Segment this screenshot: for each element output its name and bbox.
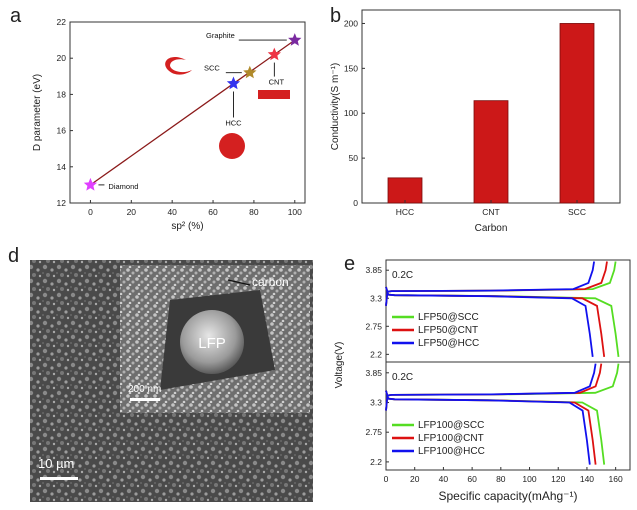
x-axis-label: Carbon	[475, 223, 508, 234]
bar-hcc	[387, 177, 423, 204]
legend-entry: LFP50@SCC	[418, 312, 479, 323]
x-tick-label: 100	[522, 474, 536, 484]
subplot-frame	[385, 361, 631, 471]
x-tick-label: 20	[410, 474, 420, 484]
discharge-curve-lfp100-hcc	[385, 390, 591, 465]
point-cnt-icon	[267, 47, 281, 61]
panel-a-scatter: 0 20 40 60 80 100 12 14 16 18 20 22 Diamond HCC SCC CN…	[32, 17, 306, 232]
x-tick-label: 140	[580, 474, 594, 484]
discharge-curve-lfp50-hcc	[385, 286, 594, 358]
charge-curve-lfp100-cnt	[385, 363, 603, 411]
scale-label-main: 10 µm	[38, 456, 74, 471]
y-tick-label: 2.2	[370, 349, 382, 359]
x-tick-label: 40	[167, 207, 177, 217]
scale-bar-main	[40, 477, 78, 480]
panel-e-curves	[385, 261, 620, 465]
y-tick-label: 50	[349, 153, 359, 163]
lfp-particle	[180, 310, 244, 374]
x-tick-label: CNT	[482, 207, 499, 217]
point-label-diamond: Diamond	[108, 182, 138, 191]
x-tick-label: 80	[249, 207, 259, 217]
charge-curve-lfp50-scc	[385, 261, 617, 306]
y-tick-label: 3.85	[365, 368, 382, 378]
point-label-graphite: Graphite	[206, 31, 235, 40]
x-axis-label: Specific capacity(mAhg⁻¹)	[438, 489, 577, 503]
panel-d-sem-image: LFP carbon 200 nm 10 µm	[30, 260, 313, 502]
point-label-cnt: CNT	[269, 78, 285, 87]
y-tick-label: 0	[353, 198, 358, 208]
bar-scc	[559, 23, 595, 204]
panel-e-axes: 2.2 2.75 3.3 3.85 0.2C 2.2 2.75 3.3 3.85 0.2C 0 20 4…	[365, 259, 631, 484]
y-axis-label: D parameter (eV)	[32, 74, 43, 151]
rate-label: 0.2C	[392, 372, 413, 383]
x-tick-label: HCC	[396, 207, 414, 217]
y-tick-label: 2.2	[370, 457, 382, 467]
x-axis-label: sp² (%)	[171, 221, 203, 232]
label-carbon: carbon	[252, 275, 289, 289]
trend-line	[90, 39, 296, 186]
panel-label-e: e	[344, 253, 355, 275]
panel-b-bar: 0 50 100 150 200 HCC CNT SCC Carbon Conductivi…	[330, 9, 621, 234]
point-hcc-icon	[226, 76, 241, 90]
scale-bar-inset	[130, 398, 160, 401]
scale-label-inset: 200 nm	[128, 384, 161, 395]
y-tick-label: 22	[57, 17, 67, 27]
y-tick-label: 200	[344, 18, 358, 28]
y-tick-label: 14	[57, 162, 67, 172]
panel-label-b: b	[330, 5, 341, 27]
y-tick-label: 3.3	[370, 293, 382, 303]
y-tick-label: 2.75	[365, 427, 382, 437]
panel-b-bars: HCC CNT SCC	[387, 23, 595, 217]
rate-label: 0.2C	[392, 270, 413, 281]
point-label-scc: SCC	[204, 64, 220, 73]
cnt-tube-icon	[258, 90, 290, 99]
point-graphite-icon	[288, 33, 302, 46]
y-tick-label: 100	[344, 108, 358, 118]
panel-a-axes: 0 20 40 60 80 100 12 14 16 18 20 22	[57, 17, 306, 217]
x-tick-label: 60	[467, 474, 477, 484]
x-tick-label: 0	[88, 207, 93, 217]
y-axis-label: Conductivity(S m⁻¹)	[330, 63, 341, 151]
x-tick-label: SCC	[568, 207, 586, 217]
y-tick-label: 18	[57, 89, 67, 99]
panel-e-voltage: 2.2 2.75 3.3 3.85 0.2C 2.2 2.75 3.3 3.85 0.2C 0 20 4…	[334, 259, 631, 503]
y-tick-label: 150	[344, 63, 358, 73]
x-tick-label: 80	[496, 474, 506, 484]
x-tick-label: 120	[551, 474, 565, 484]
legend-entry: LFP100@SCC	[418, 420, 484, 431]
legend-entry: LFP50@CNT	[418, 325, 478, 336]
y-tick-label: 3.85	[365, 265, 382, 275]
panel-e-legends: LFP50@SCC LFP50@CNT LFP50@HCC LFP100@SCC LFP…	[392, 312, 485, 457]
y-tick-label: 2.75	[365, 321, 382, 331]
plot-frame	[69, 21, 306, 204]
x-tick-label: 100	[288, 207, 302, 217]
y-axis-label: Voltage(V)	[334, 342, 345, 389]
hcc-sphere-icon	[219, 133, 245, 159]
point-scc-icon	[243, 65, 257, 79]
scc-swirl-icon	[165, 57, 192, 75]
charge-curve-lfp50-hcc	[385, 261, 595, 306]
label-lfp: LFP	[198, 335, 226, 352]
x-tick-label: 60	[208, 207, 218, 217]
bar-cnt	[473, 100, 509, 204]
panel-label-a: a	[10, 5, 22, 27]
x-tick-label: 40	[439, 474, 449, 484]
x-tick-label: 0	[384, 474, 389, 484]
legend-entry: LFP100@CNT	[418, 433, 484, 444]
legend-entry: LFP100@HCC	[418, 446, 485, 457]
panel-label-d: d	[8, 245, 19, 267]
y-tick-label: 12	[57, 198, 67, 208]
x-tick-label: 160	[609, 474, 623, 484]
y-tick-label: 16	[57, 126, 67, 136]
legend-entry: LFP50@HCC	[418, 338, 479, 349]
x-tick-label: 20	[127, 207, 137, 217]
point-label-hcc: HCC	[225, 119, 242, 128]
y-tick-label: 3.3	[370, 398, 382, 408]
carbon-pointer-arrow	[227, 279, 251, 286]
y-tick-label: 20	[57, 53, 67, 63]
panel-a-points: Diamond HCC SCC CNT Graphite	[83, 31, 302, 191]
charge-curve-lfp100-hcc	[385, 363, 597, 411]
point-diamond-icon	[83, 177, 98, 191]
